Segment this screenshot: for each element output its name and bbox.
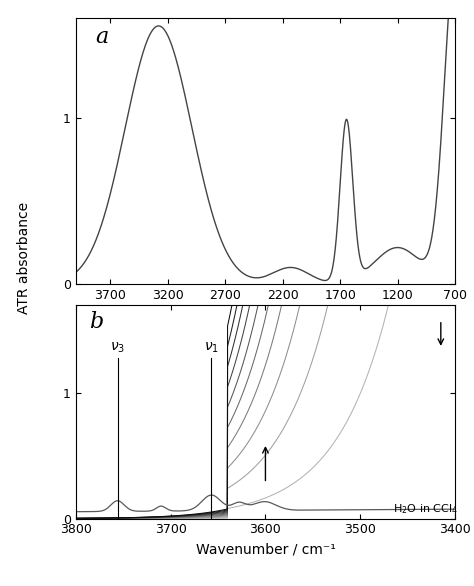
Text: ATR absorbance: ATR absorbance [17,202,31,314]
X-axis label: Wavenumber / cm⁻¹: Wavenumber / cm⁻¹ [195,542,336,556]
Text: a: a [95,26,108,47]
Text: b: b [89,311,103,333]
Text: $\nu_3$: $\nu_3$ [110,340,125,355]
Text: $\nu_1$: $\nu_1$ [204,340,219,355]
Text: H$_2$O in CCl$_4$: H$_2$O in CCl$_4$ [393,502,458,516]
